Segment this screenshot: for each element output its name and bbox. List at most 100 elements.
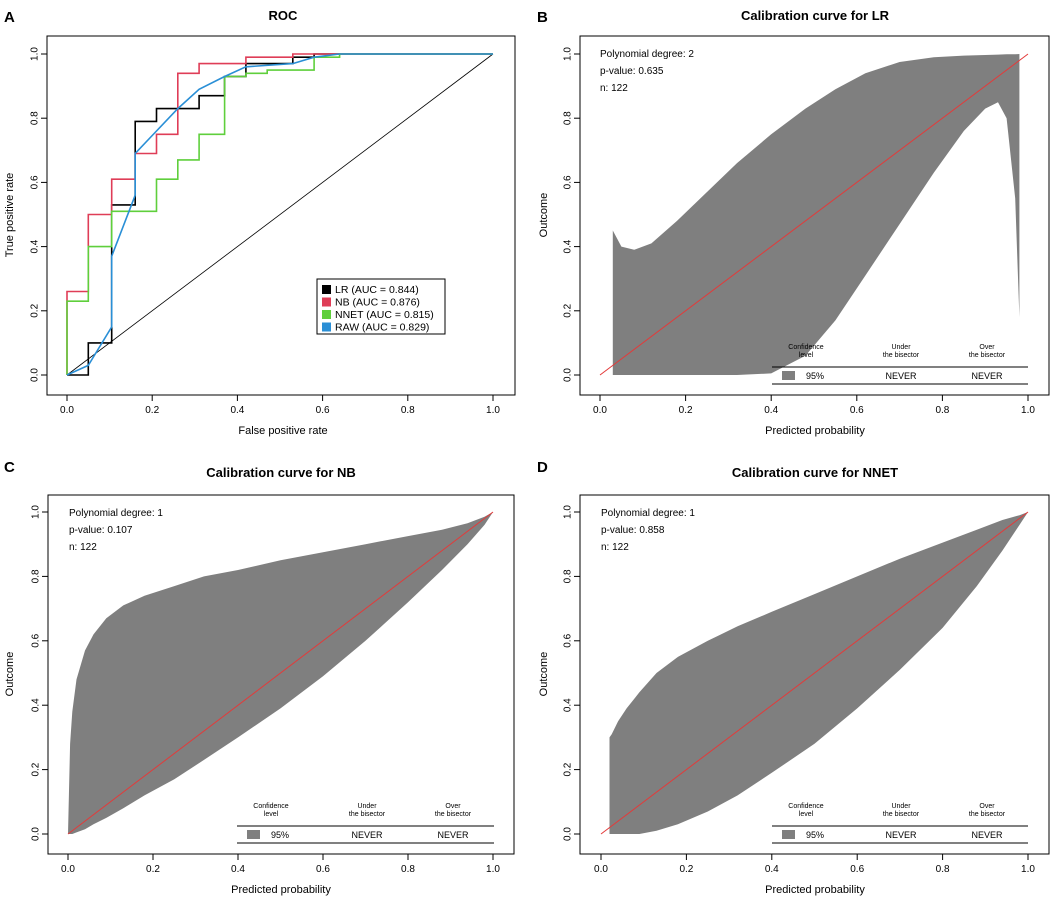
y-axis-label: True positive rate [4, 173, 16, 258]
x-tick-label: 1.0 [486, 864, 500, 875]
panel-letter-a: A [4, 9, 15, 26]
table-header-line: level [799, 811, 814, 818]
table-header-over: Over the bisector [969, 803, 1006, 818]
info-p-value: p-value: 0.858 [601, 525, 665, 536]
x-tick-label: 0.2 [146, 864, 160, 875]
x-axis-label: Predicted probability [765, 425, 865, 437]
table-header-confidence: Confidence level [788, 344, 824, 359]
plot-frame [579, 494, 1050, 855]
y-axis: 0.0 0.2 0.4 0.6 0.8 1.0 [30, 47, 47, 382]
y-tick-label: 0.8 [30, 111, 41, 125]
table-header-line: Under [357, 803, 377, 810]
info-polynomial-degree: Polynomial degree: 2 [600, 49, 694, 60]
y-tick-label: 0.0 [31, 827, 42, 841]
table-header-line: Over [445, 803, 461, 810]
panel-c-calibration-nb: C Calibration curve for NB 0.0 0.2 0.4 0.6 0… [4, 459, 515, 896]
plot-area [600, 511, 1029, 835]
panel-letter-c: C [4, 459, 15, 476]
y-tick-label: 0.6 [563, 175, 574, 189]
table-cell-over: NEVER [971, 830, 1003, 840]
info-n: n: 122 [69, 542, 97, 553]
y-tick-label: 1.0 [30, 47, 41, 61]
y-tick-label: 0.6 [563, 633, 574, 647]
table-header-under: Under the bisector [349, 803, 386, 818]
x-axis: 0.0 0.2 0.4 0.6 0.8 1.0 [60, 395, 500, 416]
y-axis-label: Outcome [4, 652, 16, 697]
x-axis: 0.0 0.2 0.4 0.6 0.8 1.0 [593, 395, 1035, 416]
y-tick-label: 0.2 [563, 762, 574, 776]
x-tick-label: 0.0 [593, 405, 607, 416]
plot-area [66, 53, 494, 376]
x-axis-label: Predicted probability [231, 884, 331, 896]
y-tick-label: 0.2 [563, 303, 574, 317]
table-header-over: Over the bisector [969, 344, 1006, 359]
y-tick-label: 1.0 [563, 47, 574, 61]
panel-letter-b: B [537, 9, 548, 26]
table-header-line: Confidence [788, 803, 824, 810]
roc-line-nnet [66, 53, 493, 375]
plot-frame [46, 35, 516, 396]
table-header-line: Over [979, 803, 995, 810]
y-tick-label: 0.8 [563, 111, 574, 125]
table-header-line: the bisector [349, 811, 386, 818]
x-axis-label: Predicted probability [765, 884, 865, 896]
chart-title: Calibration curve for NNET [732, 465, 898, 480]
info-polynomial-degree: Polynomial degree: 1 [601, 508, 695, 519]
x-tick-label: 0.0 [594, 864, 608, 875]
y-tick-label: 0.8 [31, 569, 42, 583]
legend-label-nb: NB (AUC = 0.876) [335, 297, 420, 309]
table-header-line: the bisector [883, 811, 920, 818]
y-tick-label: 0.0 [563, 368, 574, 382]
x-axis: 0.0 0.2 0.4 0.6 0.8 1.0 [61, 854, 500, 875]
x-axis-label: False positive rate [238, 425, 327, 437]
roc-line-raw [66, 53, 493, 376]
table-cell-under: NEVER [351, 830, 383, 840]
roc-line-nb [66, 53, 493, 375]
y-axis: 0.0 0.2 0.4 0.6 0.8 1.0 [31, 505, 48, 841]
y-tick-label: 0.8 [563, 569, 574, 583]
table-header-under: Under the bisector [883, 803, 920, 818]
table-header-confidence: Confidence level [253, 803, 289, 818]
x-tick-label: 0.4 [230, 405, 244, 416]
x-tick-label: 1.0 [486, 405, 500, 416]
table-header-line: Confidence [253, 803, 289, 810]
table-header-line: the bisector [969, 811, 1006, 818]
table-cell-under: NEVER [885, 371, 917, 381]
x-tick-label: 0.0 [61, 864, 75, 875]
x-tick-label: 0.6 [850, 864, 864, 875]
legend-box [316, 278, 446, 335]
table-header-line: the bisector [883, 352, 920, 359]
x-tick-label: 0.6 [850, 405, 864, 416]
table-cell-level: 95% [271, 830, 289, 840]
table-cell-level: 95% [806, 830, 824, 840]
x-tick-label: 0.4 [764, 405, 778, 416]
legend-swatch-lr [322, 285, 331, 294]
bisector-line [599, 53, 1029, 376]
confidence-band [612, 54, 1020, 375]
y-tick-label: 0.0 [563, 827, 574, 841]
info-n: n: 122 [601, 542, 629, 553]
y-tick-label: 0.4 [563, 698, 574, 712]
x-tick-label: 0.2 [145, 405, 159, 416]
x-tick-label: 0.8 [935, 405, 949, 416]
x-tick-label: 1.0 [1021, 864, 1035, 875]
x-tick-label: 0.8 [401, 864, 415, 875]
x-axis: 0.0 0.2 0.4 0.6 0.8 1.0 [594, 854, 1035, 875]
panel-a-roc: A ROC 0.0 0.2 0.4 0.6 0.8 1.0 0.0 0.2 0.4 0.6 0.8… [4, 8, 516, 437]
x-tick-label: 0.2 [679, 864, 693, 875]
panel-b-calibration-lr: B Calibration curve for LR 0.0 0.2 0.4 0.6 0… [537, 8, 1050, 437]
chart-title: Calibration curve for LR [741, 8, 890, 23]
info-p-value: p-value: 0.107 [69, 525, 133, 536]
x-tick-label: 0.8 [936, 864, 950, 875]
bisector-line [600, 511, 1029, 835]
y-axis: 0.0 0.2 0.4 0.6 0.8 1.0 [563, 47, 580, 382]
panel-d-calibration-nnet: D Calibration curve for NNET 0.0 0.2 0.4 0.… [537, 459, 1050, 896]
y-tick-label: 1.0 [563, 505, 574, 519]
table-swatch [782, 830, 795, 839]
summary-table: Confidence level Under the bisector Over th… [237, 803, 494, 844]
table-swatch [247, 830, 260, 839]
legend: LR (AUC = 0.844) NB (AUC = 0.876) NNET (… [316, 278, 446, 335]
table-header-line: the bisector [435, 811, 472, 818]
x-tick-label: 0.6 [316, 405, 330, 416]
